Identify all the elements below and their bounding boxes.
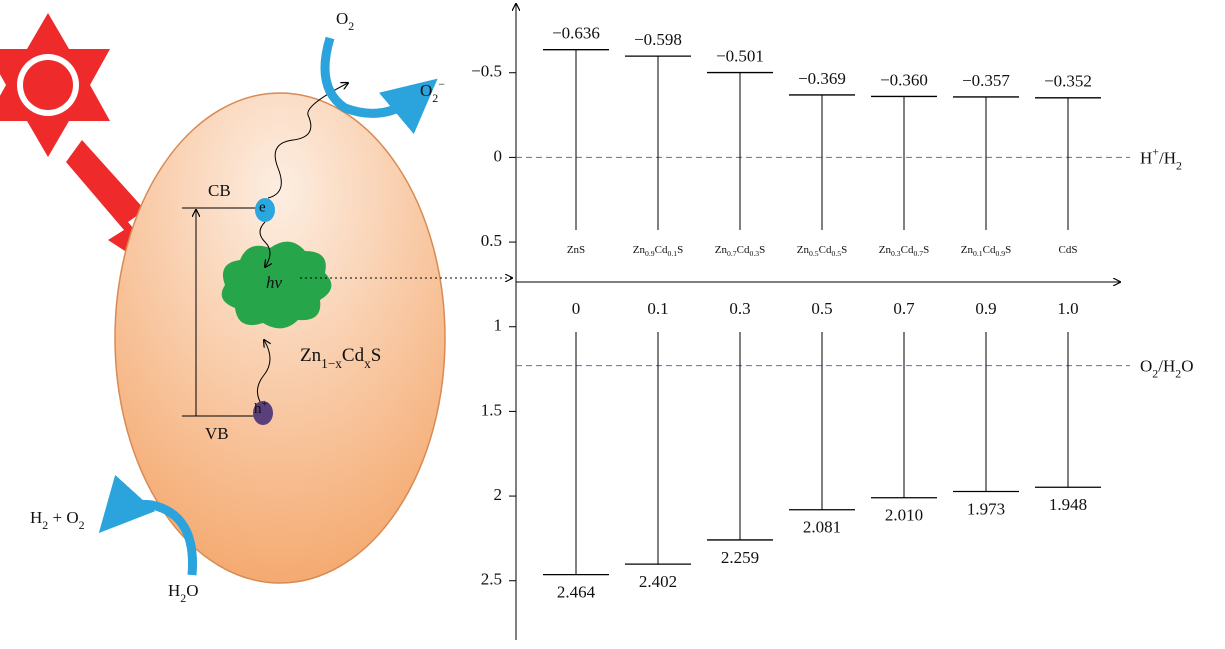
cb-label: CB <box>208 181 231 200</box>
value-label: 2.081 <box>803 518 841 537</box>
y-tick-label: 0 <box>494 146 503 165</box>
value-label: 2.402 <box>639 572 677 591</box>
composition-label: 0.9 <box>975 299 996 318</box>
products-label: H2 + O2 <box>30 508 85 532</box>
electron-label: e <box>259 199 266 215</box>
value-label: −0.360 <box>880 70 928 89</box>
photon-label: hν <box>266 273 283 292</box>
value-label: −0.369 <box>798 69 846 88</box>
y-tick-label: −0.5 <box>471 62 502 81</box>
photocatalysis-diagram: CB VB e h+ hν Zn1−xCdxS O2 O2− H2 + O2 H… <box>0 9 512 605</box>
value-label: −0.357 <box>962 71 1010 90</box>
material-label: ZnS <box>567 244 585 256</box>
value-label: 1.973 <box>967 499 1005 518</box>
superoxide-label: O2− <box>420 77 445 105</box>
sun-core <box>23 60 73 110</box>
value-label: 2.259 <box>721 548 759 567</box>
oxygen-label: O2 <box>336 9 354 33</box>
value-label: 2.464 <box>557 583 596 602</box>
y-tick-label: 2.5 <box>481 570 502 589</box>
y-tick-label: 1.5 <box>481 400 502 419</box>
y-tick-label: 1 <box>494 316 503 335</box>
composition-label: 0.1 <box>647 299 668 318</box>
o2-arrow <box>325 38 417 113</box>
composition-label: 1.0 <box>1057 299 1078 318</box>
reference-label: H+/H2 <box>1140 144 1182 172</box>
material-label: Zn0.5Cd0.5S <box>797 244 847 259</box>
value-label: 2.010 <box>885 506 923 525</box>
composition-label: 0.3 <box>729 299 750 318</box>
composition-label: 0.7 <box>893 299 915 318</box>
material-label: Zn0.1Cd0.9S <box>961 244 1011 259</box>
material-label: Zn0.9Cd0.1S <box>633 244 683 259</box>
material-label: Zn0.3Cd0.7S <box>879 244 929 259</box>
value-label: −0.636 <box>552 24 600 43</box>
material-label: Zn0.7Cd0.3S <box>715 244 765 259</box>
value-label: −0.352 <box>1044 72 1092 91</box>
composition-label: 0.5 <box>811 299 832 318</box>
value-label: 1.948 <box>1049 495 1087 514</box>
vb-label: VB <box>205 424 229 443</box>
water-label: H2O <box>168 581 199 605</box>
material-label: CdS <box>1059 244 1078 256</box>
composition-label: 0 <box>572 299 581 318</box>
value-label: −0.501 <box>716 46 764 65</box>
figure: CB VB e h+ hν Zn1−xCdxS O2 O2− H2 + O2 H… <box>0 0 1225 644</box>
y-tick-label: 2 <box>494 485 503 504</box>
y-tick-label: 0.5 <box>481 231 502 250</box>
reference-label: O2/H2O <box>1140 357 1193 381</box>
value-label: −0.598 <box>634 30 682 49</box>
